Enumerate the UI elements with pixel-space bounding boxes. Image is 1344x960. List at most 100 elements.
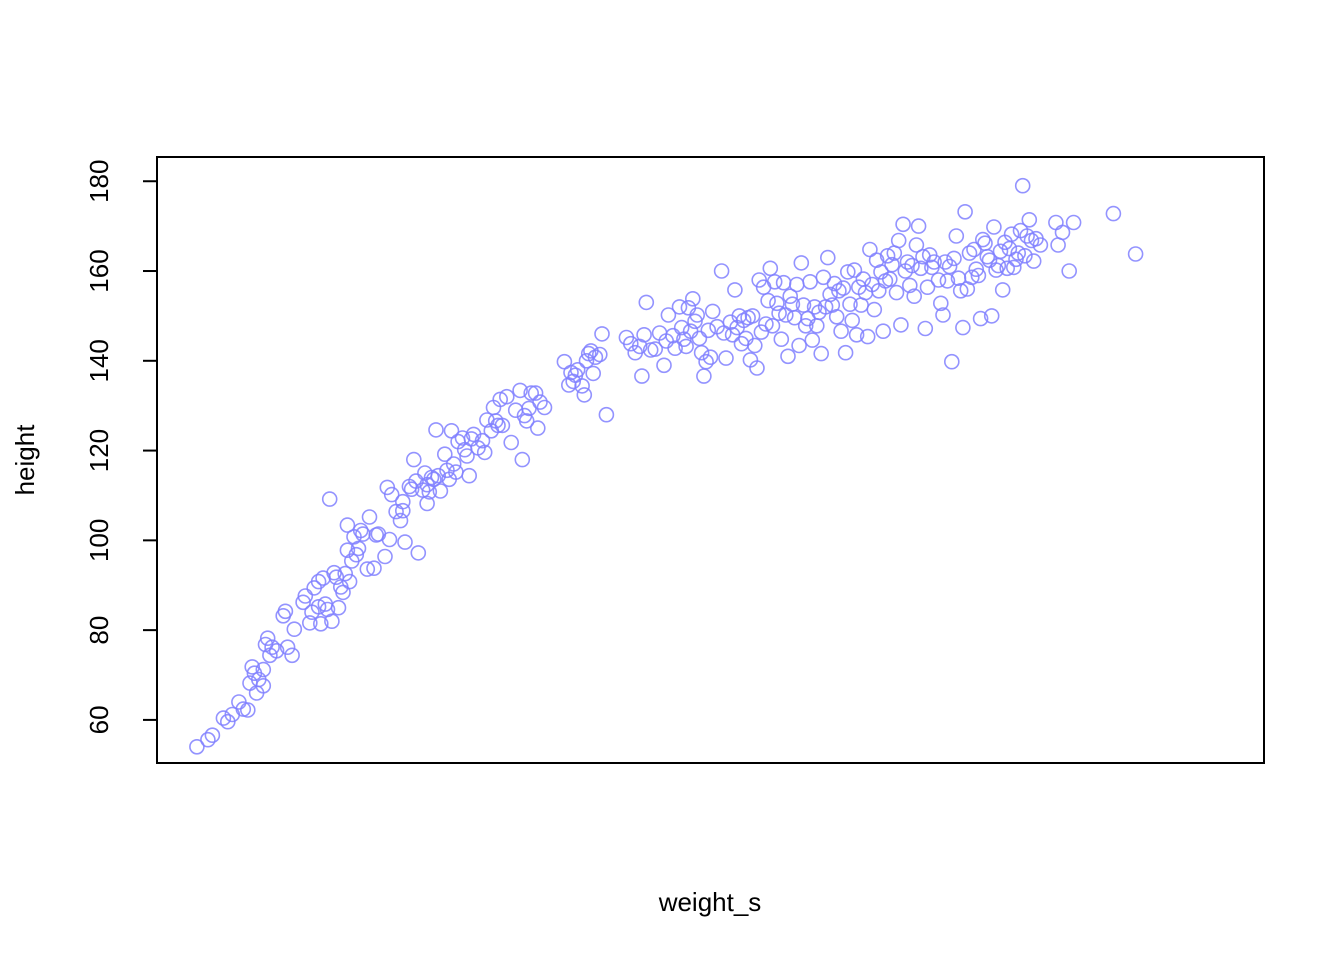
- data-point: [901, 277, 918, 294]
- data-point: [972, 310, 989, 327]
- data-point: [904, 257, 920, 274]
- data-point: [1019, 228, 1035, 244]
- data-point: [585, 365, 602, 382]
- data-point: [1014, 177, 1031, 194]
- data-point: [425, 471, 442, 488]
- data-point: [1017, 248, 1033, 264]
- data-point: [255, 661, 272, 678]
- data-point: [490, 417, 506, 434]
- data-point: [780, 348, 796, 365]
- data-point: [992, 243, 1009, 260]
- x-axis-label: weight_s: [658, 887, 762, 917]
- data-point: [671, 299, 688, 315]
- data-point: [846, 262, 863, 278]
- data-point: [693, 344, 710, 361]
- data-point: [696, 368, 712, 384]
- data-points: [189, 177, 1144, 755]
- data-point: [527, 385, 544, 401]
- data-point: [700, 322, 717, 339]
- data-point: [828, 308, 845, 325]
- data-point: [638, 294, 655, 311]
- data-point: [284, 647, 300, 664]
- data-point: [277, 603, 294, 620]
- plot-box: [156, 156, 1265, 764]
- data-point: [339, 542, 356, 559]
- data-point: [383, 486, 400, 503]
- data-point: [983, 308, 1000, 324]
- data-point: [419, 495, 435, 512]
- data-point: [948, 228, 965, 244]
- data-point: [822, 286, 838, 303]
- data-point: [842, 296, 858, 313]
- data-point: [684, 290, 701, 307]
- data-point: [937, 254, 954, 270]
- data-point: [335, 584, 351, 601]
- y-tick-label: 120: [84, 429, 114, 472]
- data-point: [474, 432, 491, 449]
- data-point: [689, 307, 706, 323]
- data-point: [240, 702, 256, 718]
- data-point: [591, 346, 608, 363]
- data-point: [884, 256, 900, 273]
- data-point: [687, 313, 703, 330]
- data-point: [355, 526, 371, 542]
- data-point: [727, 282, 743, 298]
- data-point: [598, 406, 615, 423]
- data-point: [957, 204, 973, 220]
- data-point: [899, 254, 916, 270]
- data-point: [359, 561, 376, 577]
- data-point: [297, 588, 314, 604]
- data-point: [189, 738, 205, 755]
- data-point: [430, 467, 447, 484]
- data-point: [330, 599, 347, 616]
- data-point: [788, 276, 805, 293]
- data-point: [919, 279, 936, 296]
- data-point: [339, 517, 356, 533]
- data-point: [295, 594, 311, 611]
- data-point: [341, 573, 358, 590]
- data-point: [895, 216, 911, 233]
- data-point: [890, 232, 907, 249]
- data-point: [771, 305, 787, 322]
- data-point: [999, 260, 1016, 277]
- data-point: [955, 319, 971, 336]
- data-point: [394, 502, 411, 519]
- data-point: [831, 282, 847, 299]
- data-point: [1025, 253, 1042, 269]
- data-point: [454, 430, 471, 446]
- data-point: [844, 312, 861, 329]
- y-tick-label: 160: [84, 249, 114, 292]
- data-point: [492, 391, 509, 408]
- data-point: [775, 274, 792, 291]
- data-point: [423, 469, 440, 486]
- data-point: [702, 349, 719, 366]
- data-point: [746, 337, 763, 354]
- data-point: [979, 248, 996, 265]
- data-point: [397, 534, 413, 550]
- data-point: [268, 642, 285, 659]
- data-point: [917, 320, 934, 337]
- data-point: [704, 303, 721, 320]
- y-tick-label: 60: [84, 705, 114, 734]
- data-point: [392, 512, 409, 529]
- data-point: [839, 264, 856, 280]
- data-point: [494, 417, 511, 434]
- data-point: [963, 269, 980, 286]
- data-point: [436, 446, 453, 463]
- data-point: [594, 326, 610, 342]
- data-point: [647, 341, 664, 357]
- data-point: [324, 613, 340, 630]
- data-point: [835, 280, 852, 296]
- data-point: [1003, 226, 1020, 242]
- data-point: [718, 350, 734, 366]
- data-point: [977, 235, 993, 251]
- data-point: [244, 659, 260, 675]
- data-point: [264, 639, 280, 656]
- data-point: [312, 615, 329, 632]
- data-point: [636, 326, 652, 343]
- data-point: [587, 349, 604, 366]
- data-point: [941, 258, 958, 275]
- data-point: [563, 364, 579, 381]
- data-point: [366, 560, 382, 577]
- data-point: [866, 301, 883, 318]
